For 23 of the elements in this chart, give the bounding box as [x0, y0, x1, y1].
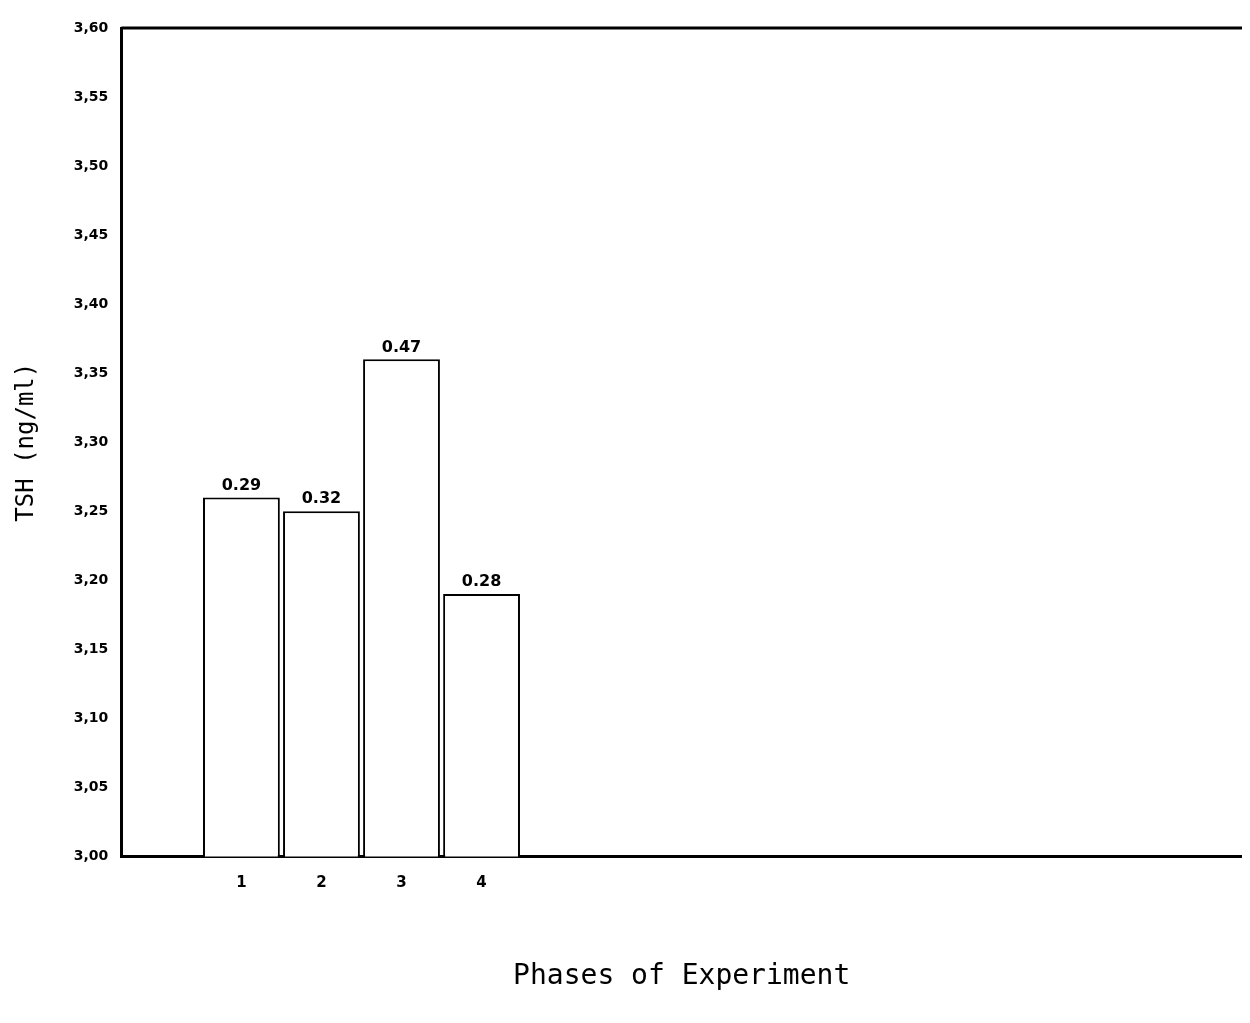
- y-tick-label: 3,55: [73, 87, 109, 104]
- x-tick-label: 3: [396, 873, 407, 892]
- y-tick-label: 3,60: [73, 18, 109, 35]
- annotation: 0.32: [301, 488, 342, 508]
- x-tick-label: 4: [476, 873, 487, 892]
- y-tick-label: 3,45: [73, 225, 109, 242]
- y-tick-label: 3,15: [73, 639, 109, 656]
- y-tick-label: 3,25: [73, 501, 109, 518]
- x-tick-label: 1: [236, 873, 247, 892]
- x-tick-label: 2: [316, 873, 327, 892]
- y-tick-label: 3,35: [73, 363, 109, 380]
- annotation: 0.28: [461, 571, 502, 591]
- y-tick-label: 3,10: [73, 708, 109, 725]
- y-tick-label: 3,05: [73, 778, 109, 795]
- x-axis-title: Phases of Experiment: [513, 958, 851, 992]
- annotation: 0.29: [221, 474, 262, 494]
- y-tick-label: 3,40: [73, 294, 109, 311]
- y-tick-label: 3,50: [73, 156, 109, 173]
- y-tick-label: 3,00: [73, 847, 109, 864]
- y-tick-label: 3,20: [73, 570, 109, 587]
- annotation: 0.47: [381, 336, 422, 356]
- y-axis-title: TSH (ng/ml): [10, 362, 39, 522]
- y-tick-label: 3,30: [73, 432, 109, 449]
